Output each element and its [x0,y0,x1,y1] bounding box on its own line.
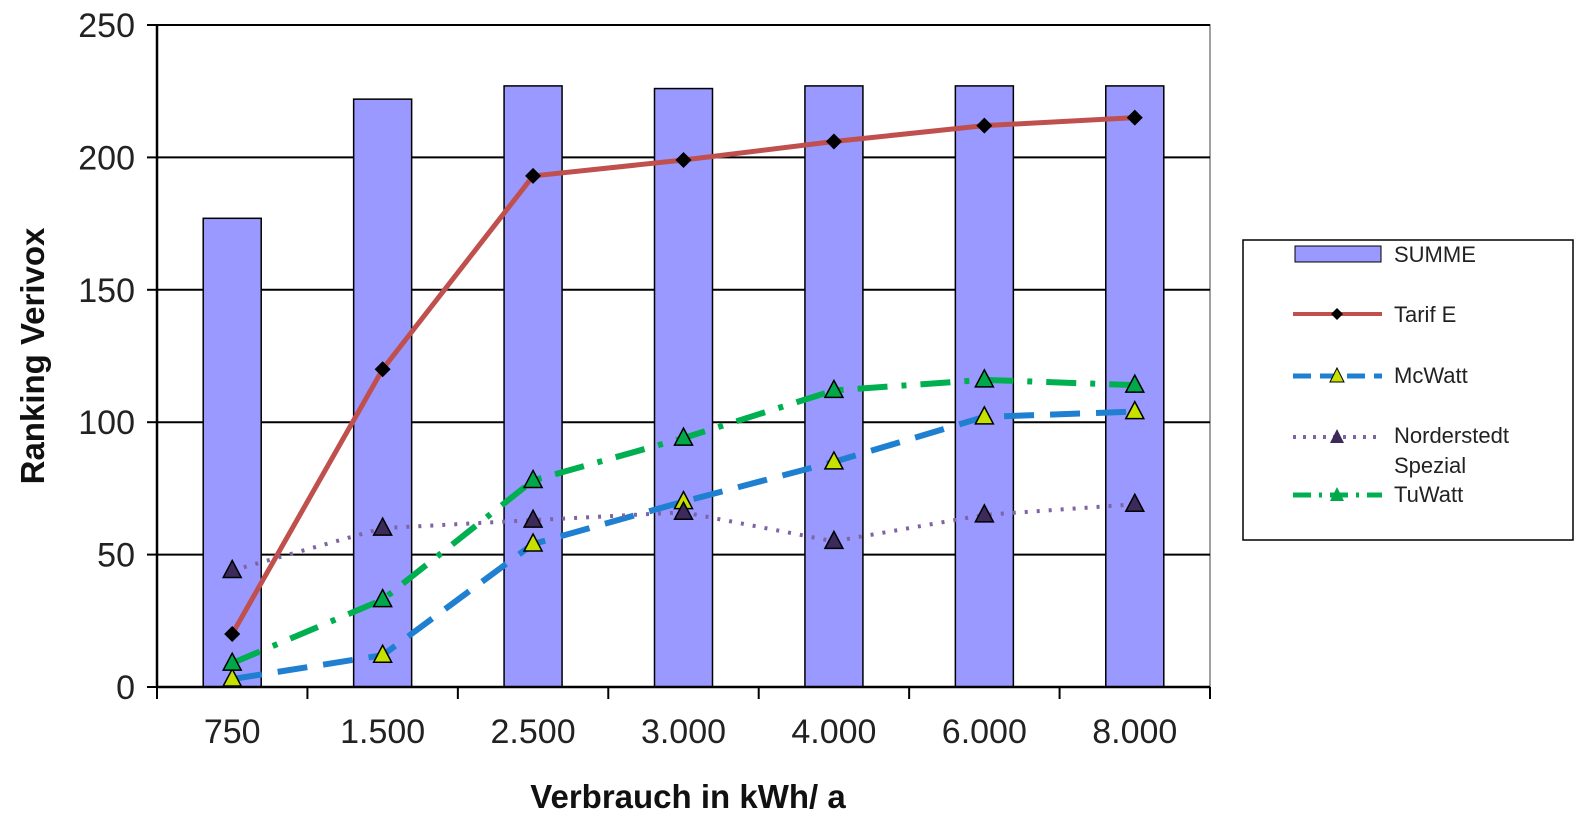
y-tick-label-100: 100 [78,404,135,442]
x-tick-label-1.500: 1.500 [340,713,425,751]
x-tick-label-3.000: 3.000 [641,713,726,751]
point-tuwatt-8.000 [1124,373,1146,393]
point-tarif-e-8.000 [1126,109,1143,126]
legend-label-tuwatt: TuWatt [1394,482,1463,507]
point-tarif-e-1.500 [374,361,391,378]
y-tick-label-0: 0 [116,669,135,707]
legend-label-tarif-e: Tarif E [1394,302,1456,327]
point-norderstedt-spezial-6.000 [974,503,995,523]
x-tick-label-750: 750 [204,713,261,751]
point-tuwatt-3.000 [673,426,694,446]
point-tuwatt-2.500 [522,468,544,489]
y-tick-label-250: 250 [78,7,135,45]
x-tick-label-2.500: 2.500 [491,713,576,751]
point-tuwatt-1.500 [372,588,393,608]
legend-label-norderstedt-line1: Norderstedt [1394,423,1509,448]
x-axis-title: Verbrauch in kWh/ a [530,778,846,815]
point-norderstedt-spezial-1.500 [372,516,393,536]
point-tuwatt-6.000 [974,368,995,388]
x-tick-label-8.000: 8.000 [1092,713,1177,751]
y-axis-title: Ranking Verivox [14,227,51,484]
line-series-tuwatt [221,368,1146,671]
legend-marker-tarif-e [1331,308,1343,320]
line-series-mcwatt [221,400,1146,687]
line-series-tarif-e [224,109,1143,643]
y-tick-label-50: 50 [97,537,135,575]
legend: SUMME Tarif E McWatt Norderstedt Spezial… [1242,239,1574,541]
legend-label-mcwatt: McWatt [1394,363,1468,388]
line-series-norderstedt-spezial [221,492,1146,579]
point-tarif-e-4.000 [825,133,842,150]
point-norderstedt-spezial-3.000 [673,500,694,520]
bar-summe-2.500 [503,85,563,688]
x-tick-label-4.000: 4.000 [791,713,876,751]
point-mcwatt-4.000 [823,450,845,470]
point-tuwatt-4.000 [823,378,845,399]
point-tarif-e-2.500 [525,167,542,184]
x-tick-labels: 750 1.500 2.500 3.000 4.000 6.000 8.000 [204,713,1177,751]
point-mcwatt-8.000 [1124,400,1146,420]
point-mcwatt-1.500 [372,643,393,663]
y-tick-label-200: 200 [78,139,135,177]
legend-label-summe: SUMME [1394,242,1476,267]
legend-box [1242,239,1574,541]
point-mcwatt-6.000 [974,405,995,425]
x-tick-label-6.000: 6.000 [942,713,1027,751]
bar-series-summe [202,85,1165,688]
axes [147,24,1211,699]
y-tick-labels: 0 50 100 150 200 250 [78,7,135,707]
point-norderstedt-spezial-2.500 [522,508,544,528]
point-tarif-e-750 [224,626,241,643]
point-norderstedt-spezial-750 [221,558,243,579]
point-norderstedt-spezial-8.000 [1124,492,1146,513]
point-mcwatt-2.500 [522,532,544,552]
point-tarif-e-6.000 [976,117,993,134]
point-tarif-e-3.000 [675,152,692,169]
point-tuwatt-750 [221,651,243,671]
point-norderstedt-spezial-4.000 [823,529,845,550]
y-tick-label-150: 150 [78,272,135,310]
legend-label-norderstedt-line2: Spezial [1394,453,1466,478]
legend-swatch-summe [1294,245,1382,263]
legend-marker-norderstedt [1330,429,1344,443]
legend-marker-mcwatt [1329,366,1345,383]
bar-summe-750 [202,217,262,688]
bar-summe-3.000 [653,87,714,688]
line-series-group [221,109,1146,687]
legend-marker-tuwatt [1330,487,1344,501]
